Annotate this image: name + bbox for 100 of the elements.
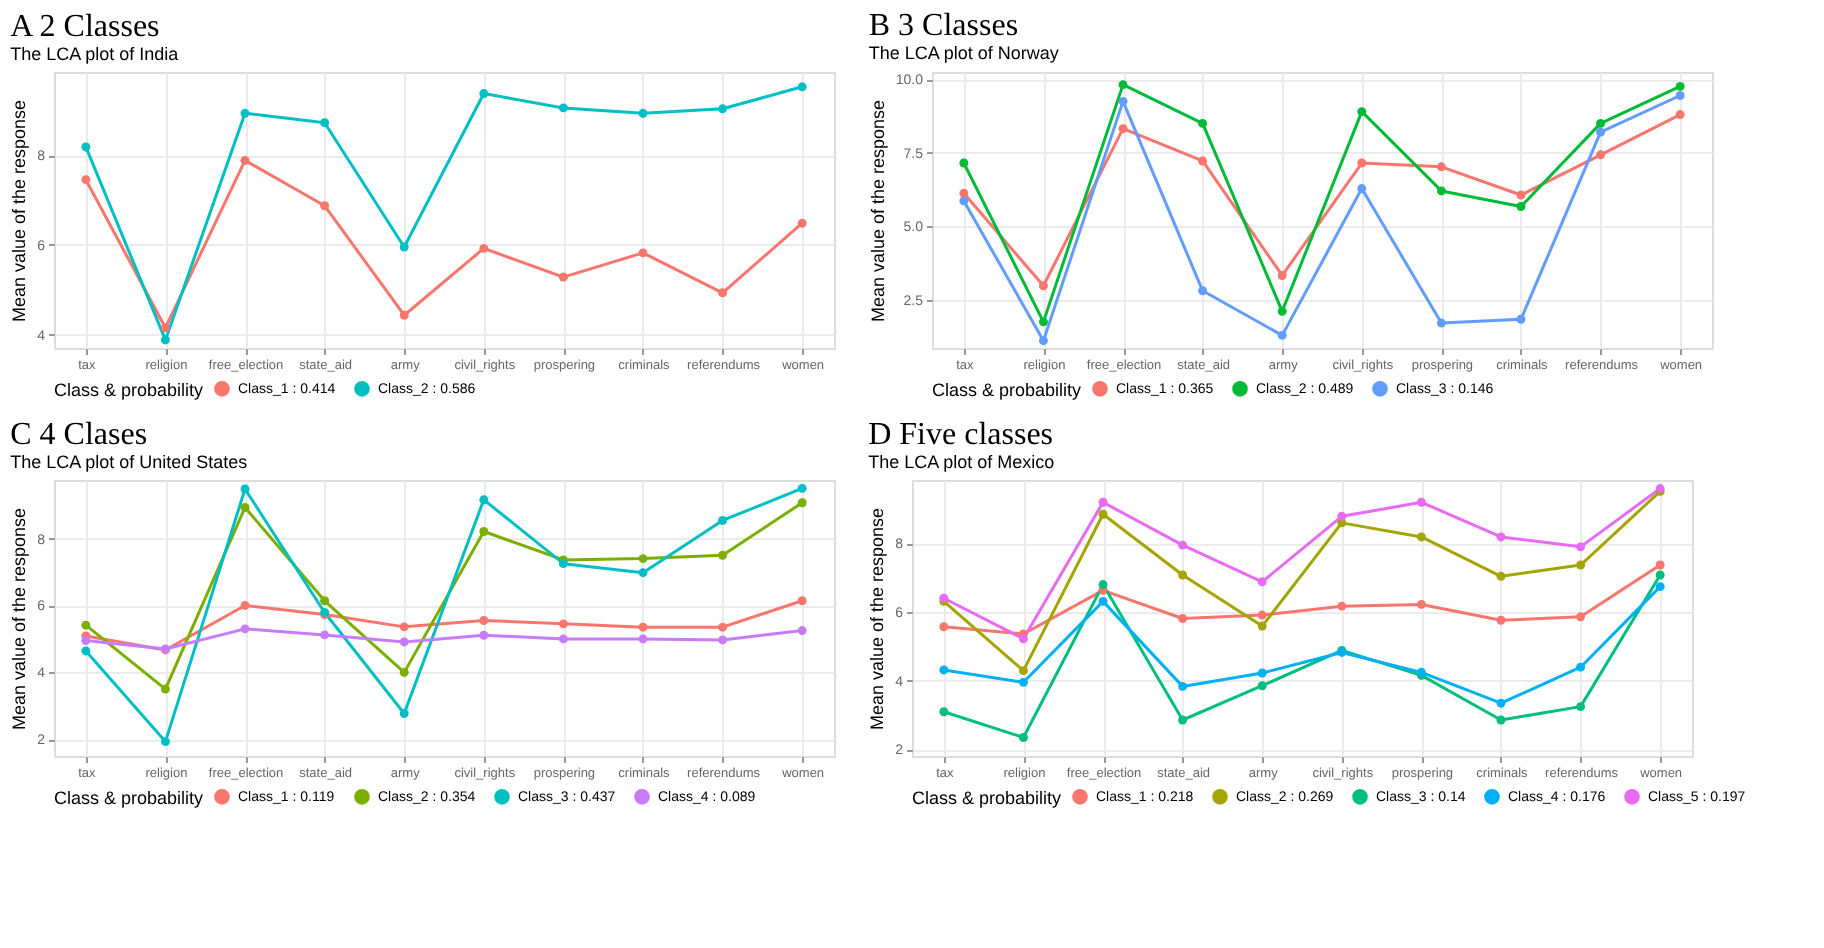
point — [320, 630, 330, 640]
point — [81, 142, 91, 152]
point — [320, 596, 330, 606]
point — [1675, 91, 1685, 100]
point — [1496, 715, 1506, 725]
point — [797, 626, 807, 636]
point — [1357, 184, 1367, 194]
point — [160, 323, 170, 333]
point — [479, 630, 489, 640]
point — [81, 636, 91, 646]
point — [81, 646, 91, 656]
point — [939, 665, 949, 675]
point — [479, 495, 489, 505]
point — [1257, 668, 1267, 678]
point — [1337, 601, 1347, 611]
legend-title: Class & probability — [932, 380, 1083, 400]
point — [797, 498, 807, 508]
point — [959, 188, 969, 198]
point — [1178, 614, 1188, 623]
point — [399, 242, 409, 252]
point — [1098, 596, 1108, 606]
chart-title: D Five classes — [868, 418, 1054, 452]
point — [1436, 186, 1446, 196]
point — [558, 634, 568, 644]
point — [638, 554, 648, 564]
point — [1277, 330, 1287, 340]
y-axis-title: Mean value of the response — [9, 507, 30, 731]
point — [638, 568, 648, 578]
point — [939, 622, 949, 632]
chart-subtitle: The LCA plot of India — [10, 44, 179, 64]
point — [1436, 162, 1446, 172]
point — [1357, 158, 1367, 168]
point — [240, 155, 250, 165]
point — [1675, 110, 1685, 120]
legend-title: Class & probability — [54, 788, 205, 808]
point — [638, 634, 648, 644]
point — [1496, 532, 1506, 542]
point — [1596, 118, 1606, 128]
point — [718, 288, 728, 298]
chart-title: B 3 Classes — [868, 9, 1019, 44]
point — [1655, 560, 1665, 570]
point — [399, 310, 409, 320]
point — [479, 243, 489, 253]
point — [399, 667, 409, 677]
point — [479, 527, 489, 536]
point — [1277, 271, 1287, 280]
point — [558, 103, 568, 113]
point — [1257, 681, 1267, 691]
point — [1018, 634, 1028, 644]
point — [1018, 666, 1028, 676]
point — [1178, 540, 1188, 550]
point — [160, 335, 170, 345]
point — [160, 684, 170, 694]
point — [1596, 127, 1606, 137]
point — [959, 196, 969, 206]
point — [1416, 599, 1426, 609]
point — [718, 635, 728, 645]
point — [1416, 497, 1426, 507]
point — [1496, 571, 1506, 581]
point — [1675, 81, 1685, 91]
point — [1596, 150, 1606, 160]
point — [558, 619, 568, 629]
point — [1576, 662, 1586, 672]
point — [1178, 681, 1188, 691]
point — [1337, 511, 1347, 521]
point — [1118, 80, 1128, 90]
point — [240, 600, 250, 610]
point — [638, 248, 648, 258]
point — [240, 484, 250, 494]
point — [1576, 702, 1586, 712]
point — [959, 158, 969, 168]
point — [797, 82, 807, 92]
chart-title: A 2 Classes — [10, 10, 160, 44]
point — [797, 218, 807, 228]
point — [81, 620, 91, 630]
point — [638, 108, 648, 118]
point — [1516, 190, 1526, 200]
point — [1277, 306, 1287, 316]
point — [718, 550, 728, 560]
point — [638, 622, 648, 632]
point — [1496, 615, 1506, 625]
chart-subtitle: The LCA plot of Norway — [868, 43, 1060, 64]
legend-title: Class & probability — [54, 380, 205, 400]
point — [1038, 336, 1048, 346]
point — [558, 272, 568, 282]
point — [1178, 715, 1188, 725]
point — [718, 622, 728, 632]
point — [1257, 621, 1267, 631]
point — [1496, 698, 1506, 708]
point — [1098, 497, 1108, 507]
point — [320, 201, 330, 211]
point — [1257, 610, 1267, 620]
point — [1357, 107, 1367, 117]
point — [1416, 532, 1426, 542]
point — [1576, 612, 1586, 622]
point — [1118, 124, 1128, 134]
point — [1198, 118, 1208, 128]
point — [160, 737, 170, 747]
chart-title: C 4 Clases — [10, 418, 148, 452]
point — [797, 483, 807, 493]
